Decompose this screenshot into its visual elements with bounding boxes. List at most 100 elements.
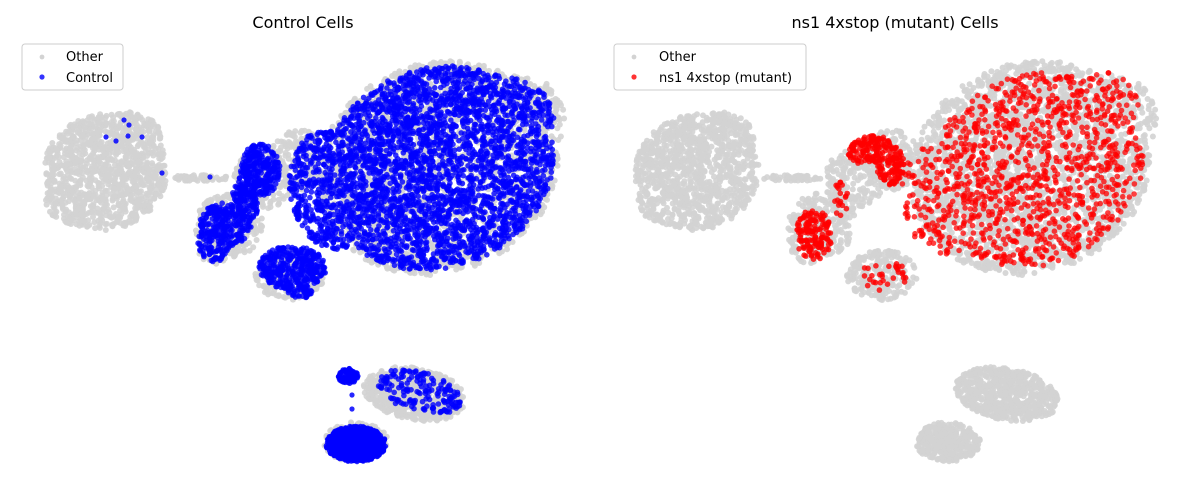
other-point [133,135,140,142]
other-point [90,193,97,200]
other-point [43,170,50,177]
other-point [115,214,122,220]
other-point [556,99,563,106]
other-point [53,213,60,220]
other-point [367,83,374,90]
other-point [118,180,125,187]
other-point [49,140,56,146]
other-point [43,201,50,208]
other-point [150,123,157,130]
other-point [74,168,81,175]
other-point [79,170,86,176]
other-point [126,164,133,170]
other-point [274,138,281,145]
other-point [111,131,118,138]
other-point [391,267,398,274]
other-point [275,148,282,155]
other-point [99,192,106,199]
other-point [282,143,289,150]
other-point [103,220,110,227]
other-point [71,198,78,205]
other-point [138,188,144,195]
other-point [142,164,149,170]
other-point [58,201,65,208]
other-point [258,222,265,229]
other-point [65,192,72,199]
other-point [110,185,117,192]
other-point [76,195,83,202]
other-point [91,219,98,226]
other-point [49,194,55,201]
other-point [113,149,120,156]
other-point [64,182,71,189]
other-point [77,177,84,183]
other-point [134,159,141,165]
other-point [555,114,562,121]
other-point [52,200,59,207]
other-point [133,127,140,134]
other-point [150,152,157,159]
other-point [82,134,89,141]
other-point [118,166,125,173]
other-point [391,70,398,77]
other-point [136,197,143,204]
other-point [81,119,88,126]
other-point [137,114,144,121]
other-point [427,272,434,278]
other-point [176,175,183,182]
other-point [275,201,282,208]
other-point [73,183,79,190]
other-point [77,217,84,224]
other-point [84,157,91,164]
other-point [432,60,439,67]
other-point [265,205,272,212]
other-point [47,188,54,195]
other-point [126,186,132,193]
other-point [453,383,460,390]
other-point [194,177,201,184]
other-point [144,121,151,128]
other-point [90,214,96,220]
other-point [160,162,167,169]
other-point [51,162,58,169]
other-point [132,152,139,159]
other-point [288,131,295,138]
other-point [128,195,135,202]
other-point [121,206,128,213]
other-point [118,124,125,131]
other-point [376,403,383,410]
other-point [370,372,377,379]
other-point [442,413,449,420]
other-point [394,412,401,419]
other-point [298,127,305,134]
other-point [216,176,222,183]
other-point [46,155,53,162]
other-point [282,149,289,156]
other-point [117,219,124,226]
other-point [57,170,64,177]
other-point [71,121,78,128]
other-point [88,174,95,181]
other-point [99,166,106,173]
other-point [246,247,253,254]
other-point [101,144,108,150]
other-point [85,183,92,190]
other-point [148,189,155,196]
control-scatter-plot: Control Cells Other Control [21,13,568,465]
other-point [119,198,126,205]
other-point [253,237,260,243]
other-point [132,177,139,184]
other-point [61,136,68,143]
other-point [350,246,357,253]
other-point [91,135,98,142]
other-point [118,188,124,195]
other-point [140,208,147,215]
other-point [156,182,162,189]
other-point [251,231,258,238]
other-point [246,239,252,246]
other-point [118,142,125,149]
other-point [557,133,564,140]
other-point [74,129,81,136]
other-point [65,198,72,205]
other-point [134,143,141,150]
